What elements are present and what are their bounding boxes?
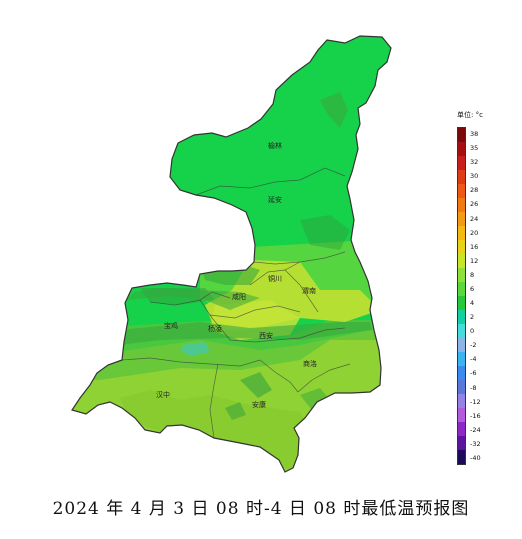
city-label: 榆林 bbox=[268, 141, 282, 150]
legend-label: -24 bbox=[470, 425, 481, 434]
legend-label: 0 bbox=[470, 327, 475, 336]
legend-swatch bbox=[458, 142, 465, 156]
legend-label: -40 bbox=[470, 453, 481, 462]
legend-swatch bbox=[458, 408, 465, 422]
legend-swatch bbox=[458, 128, 465, 142]
legend-label: -32 bbox=[470, 439, 481, 448]
legend-swatch bbox=[458, 324, 465, 338]
legend-swatch bbox=[458, 380, 465, 394]
legend-label: 20 bbox=[470, 228, 479, 237]
legend-swatch bbox=[458, 226, 465, 240]
legend-label: -6 bbox=[470, 369, 477, 378]
city-label: 商洛 bbox=[303, 359, 317, 368]
city-label: 西安 bbox=[259, 331, 273, 340]
legend-swatch bbox=[458, 198, 465, 212]
legend-label: -2 bbox=[470, 341, 477, 350]
legend-label: -12 bbox=[470, 397, 481, 406]
legend-label: 24 bbox=[470, 214, 479, 223]
legend-label: -16 bbox=[470, 411, 481, 420]
legend-swatch bbox=[458, 170, 465, 184]
city-label: 宝鸡 bbox=[164, 321, 178, 330]
legend-label: 38 bbox=[470, 130, 479, 139]
map-title: 2024 年 4 月 3 日 08 时-4 日 08 时最低温预报图 bbox=[52, 499, 470, 519]
legend-label: 2 bbox=[470, 313, 475, 322]
legend-swatch bbox=[458, 394, 465, 408]
legend-swatch bbox=[458, 352, 465, 366]
legend-swatch bbox=[458, 184, 465, 198]
legend-swatch bbox=[458, 156, 465, 170]
legend-label: 35 bbox=[470, 144, 479, 153]
legend-label: 30 bbox=[470, 172, 479, 181]
legend-swatch bbox=[458, 254, 465, 268]
legend-swatch bbox=[458, 338, 465, 352]
legend-labels: 38 35 32 30 28 26 24 20 16 12 8 6 4 2 0 -2 -4 -6 -8 -12 -16-… bbox=[470, 127, 510, 465]
city-label: 铜川 bbox=[268, 274, 282, 283]
legend-swatch bbox=[458, 282, 465, 296]
legend-swatch bbox=[458, 310, 465, 324]
city-label: 杨凌 bbox=[208, 324, 222, 333]
legend-swatch bbox=[458, 422, 465, 436]
legend-swatch bbox=[458, 366, 465, 380]
legend-label: 28 bbox=[470, 186, 479, 195]
legend-swatch bbox=[458, 240, 465, 254]
color-legend-bar bbox=[457, 127, 466, 465]
legend-label: 8 bbox=[470, 270, 475, 279]
legend-swatch bbox=[458, 450, 465, 464]
city-label: 安康 bbox=[252, 400, 266, 409]
legend-swatch bbox=[458, 212, 465, 226]
city-boundaries bbox=[121, 167, 351, 439]
city-label: 渭南 bbox=[302, 286, 316, 295]
legend-label: 26 bbox=[470, 200, 479, 209]
city-label: 咸阳 bbox=[232, 292, 246, 301]
city-label: 汉中 bbox=[156, 390, 170, 399]
city-label: 延安 bbox=[268, 195, 282, 204]
legend-label: 6 bbox=[470, 284, 475, 293]
legend-label: -4 bbox=[470, 355, 477, 364]
legend-label: 32 bbox=[470, 158, 479, 167]
city-labels: 榆林 延安 铜川 渭南 咸阳 宝鸡 杨凌 西安 商洛 汉中 安康 bbox=[156, 141, 317, 409]
legend-swatch bbox=[458, 296, 465, 310]
legend-label: -8 bbox=[470, 383, 477, 392]
legend-unit: 单位: °c bbox=[457, 111, 483, 119]
legend-label: 4 bbox=[470, 299, 475, 308]
legend-label: 12 bbox=[470, 256, 479, 265]
legend-swatch bbox=[458, 436, 465, 450]
legend-swatch bbox=[458, 268, 465, 282]
legend-label: 16 bbox=[470, 242, 479, 251]
